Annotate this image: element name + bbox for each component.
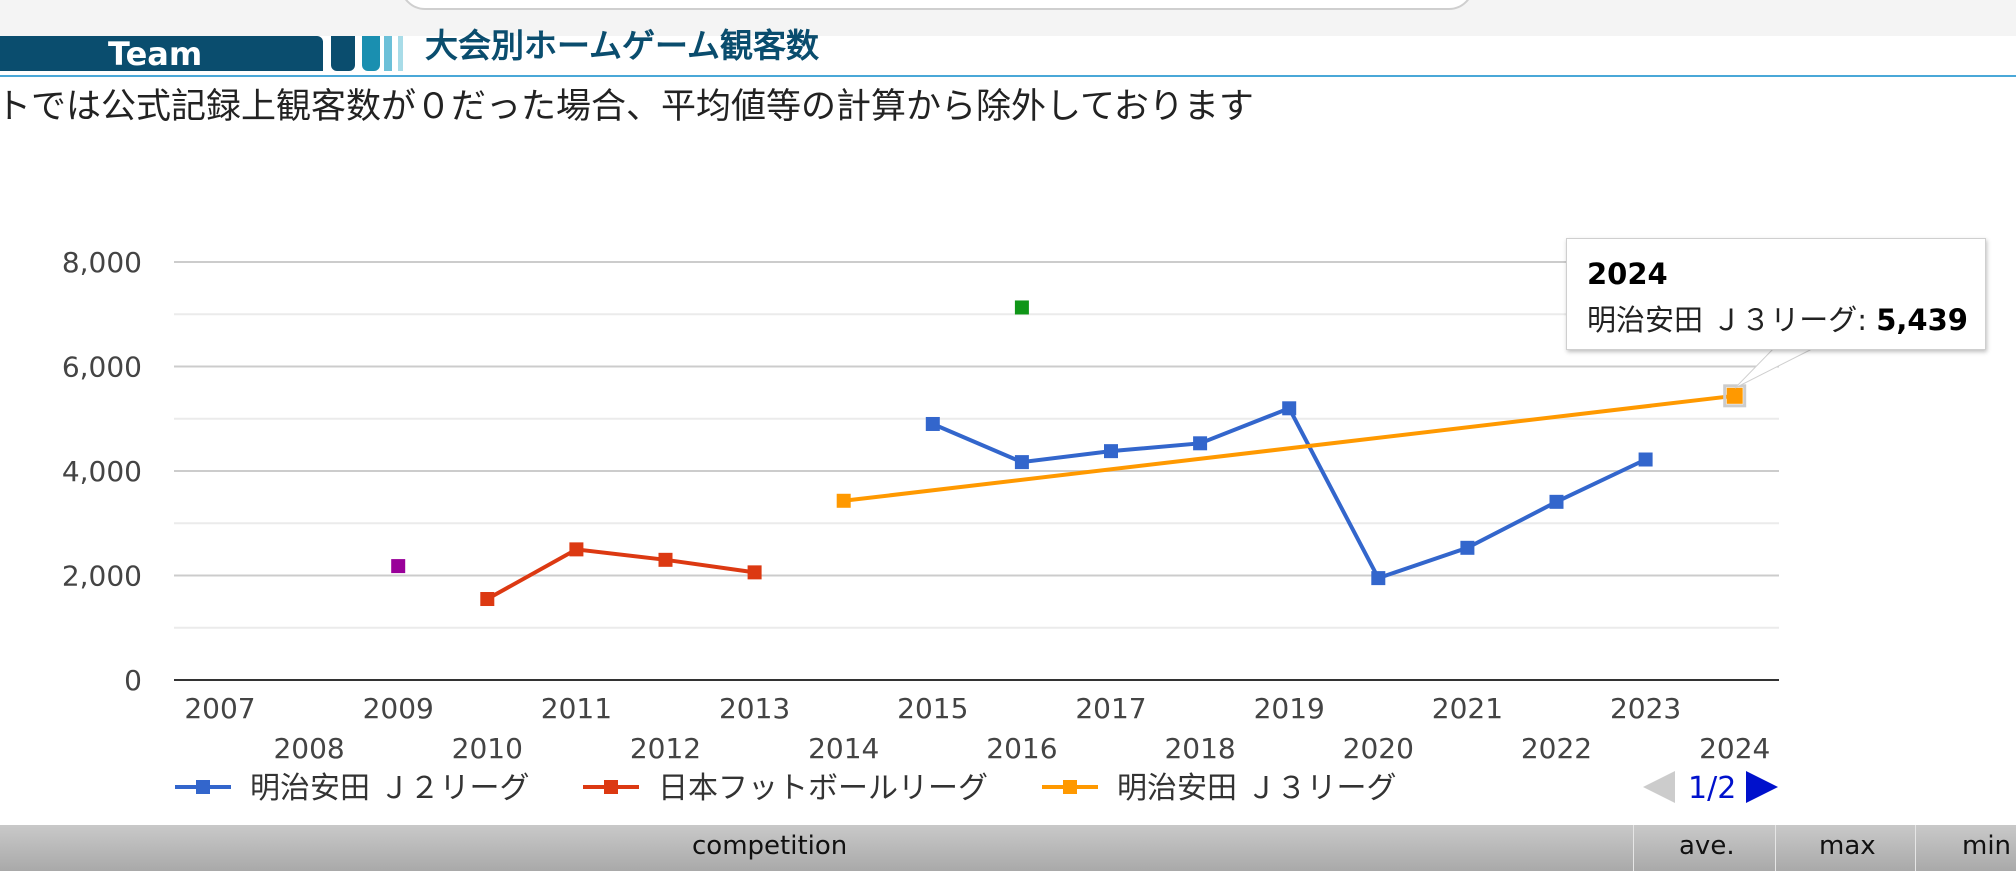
x-tick-label: 2021 bbox=[1432, 692, 1503, 725]
header-rule bbox=[0, 75, 2016, 77]
decorative-stripe bbox=[384, 36, 392, 71]
min-header[interactable]: min bbox=[1962, 831, 2012, 861]
x-tick-label: 2007 bbox=[184, 692, 255, 725]
series-points bbox=[391, 300, 1747, 607]
team-tab[interactable]: Team bbox=[0, 35, 323, 73]
x-tick-label: 2016 bbox=[986, 732, 1057, 765]
data-point bbox=[1638, 452, 1653, 467]
next-page-icon[interactable] bbox=[1746, 771, 1778, 803]
data-point bbox=[480, 592, 495, 607]
data-point bbox=[1014, 300, 1029, 315]
legend-swatch-marker bbox=[604, 780, 618, 794]
x-tick-label: 2018 bbox=[1164, 732, 1235, 765]
chart-tooltip: 2024 明治安田 Ｊ３リーグ: 5,439 bbox=[1566, 238, 1986, 350]
x-tick-label: 2009 bbox=[363, 692, 434, 725]
data-point bbox=[1193, 436, 1208, 451]
series-lines bbox=[486, 393, 1735, 601]
y-tick-label: 8,000 bbox=[62, 246, 142, 279]
x-tick-label: 2019 bbox=[1254, 692, 1325, 725]
tooltip-line: 明治安田 Ｊ３リーグ: 5,439 bbox=[1587, 297, 1968, 339]
y-axis-ticks: 0 2,000 4,000 6,000 8,000 bbox=[62, 246, 142, 697]
x-tick-label: 2010 bbox=[452, 732, 523, 765]
table-header-row: competition ave. max min bbox=[0, 825, 2016, 871]
x-tick-label: 2022 bbox=[1521, 732, 1592, 765]
x-tick-label: 2023 bbox=[1610, 692, 1681, 725]
x-tick-label: 2011 bbox=[541, 692, 612, 725]
decorative-stripe bbox=[362, 36, 380, 71]
legend-swatch-marker bbox=[1063, 780, 1077, 794]
y-tick-label: 0 bbox=[124, 664, 142, 697]
data-point bbox=[569, 542, 584, 557]
max-header[interactable]: max bbox=[1819, 831, 1876, 861]
team-tab-label: Team bbox=[108, 35, 203, 73]
series-line bbox=[486, 547, 755, 601]
x-tick-label: 2020 bbox=[1343, 732, 1414, 765]
legend-label: 明治安田 Ｊ３リーグ bbox=[1117, 771, 1397, 806]
chart-legend: 明治安田 Ｊ２リーグ 日本フットボールリーグ 明治安田 Ｊ３リーグ bbox=[175, 771, 1397, 806]
prev-page-icon[interactable] bbox=[1643, 771, 1675, 803]
data-point bbox=[1726, 387, 1743, 404]
data-point bbox=[1460, 540, 1475, 555]
tooltip-series: 明治安田 Ｊ３リーグ: bbox=[1587, 303, 1877, 337]
decorative-stripe bbox=[398, 36, 403, 71]
data-point bbox=[1549, 494, 1564, 509]
ave-header[interactable]: ave. bbox=[1679, 831, 1735, 861]
y-tick-label: 2,000 bbox=[62, 560, 142, 593]
column-divider bbox=[1775, 825, 1776, 871]
note-text: トでは公式記録上観客数が０だった場合、平均値等の計算から除外しております bbox=[0, 87, 1254, 127]
data-point bbox=[1282, 401, 1297, 416]
x-axis-ticks: 2007 2008 2009 2010 2011 2012 2013 2014 2015 2016… bbox=[184, 692, 1770, 765]
y-tick-label: 4,000 bbox=[62, 455, 142, 488]
data-point bbox=[391, 559, 406, 574]
x-tick-label: 2013 bbox=[719, 692, 790, 725]
data-point bbox=[1371, 571, 1386, 586]
decorative-stripe bbox=[331, 36, 355, 71]
series-line bbox=[843, 393, 1735, 503]
data-point bbox=[658, 552, 673, 567]
legend-label: 日本フットボールリーグ bbox=[658, 771, 988, 806]
legend-page-label: 1/2 bbox=[1688, 771, 1736, 806]
tooltip-year: 2024 bbox=[1587, 257, 1668, 291]
x-tick-label: 2015 bbox=[897, 692, 968, 725]
data-point bbox=[925, 416, 940, 431]
data-point bbox=[747, 565, 762, 580]
y-tick-label: 6,000 bbox=[62, 351, 142, 384]
column-divider bbox=[1633, 825, 1634, 871]
legend-swatch-marker bbox=[196, 780, 210, 794]
x-tick-label: 2014 bbox=[808, 732, 879, 765]
highlight-ring bbox=[1723, 384, 1747, 408]
column-divider bbox=[1915, 825, 1916, 871]
competition-header[interactable]: competition bbox=[692, 831, 848, 861]
x-tick-label: 2017 bbox=[1075, 692, 1146, 725]
series-line bbox=[932, 405, 1647, 581]
tooltip-value: 5,439 bbox=[1876, 303, 1968, 337]
top-bar bbox=[0, 0, 2016, 36]
x-tick-label: 2008 bbox=[273, 732, 344, 765]
legend-label: 明治安田 Ｊ２リーグ bbox=[250, 771, 530, 806]
legend-pager: 1/2 bbox=[1643, 771, 1778, 806]
data-point bbox=[1014, 455, 1029, 470]
grid-lines bbox=[174, 261, 1779, 629]
x-tick-label: 2012 bbox=[630, 732, 701, 765]
data-point bbox=[1104, 444, 1118, 459]
data-point bbox=[836, 493, 851, 508]
x-tick-label: 2024 bbox=[1699, 732, 1770, 765]
section-title: 大会別ホームゲーム観客数 bbox=[425, 26, 820, 65]
